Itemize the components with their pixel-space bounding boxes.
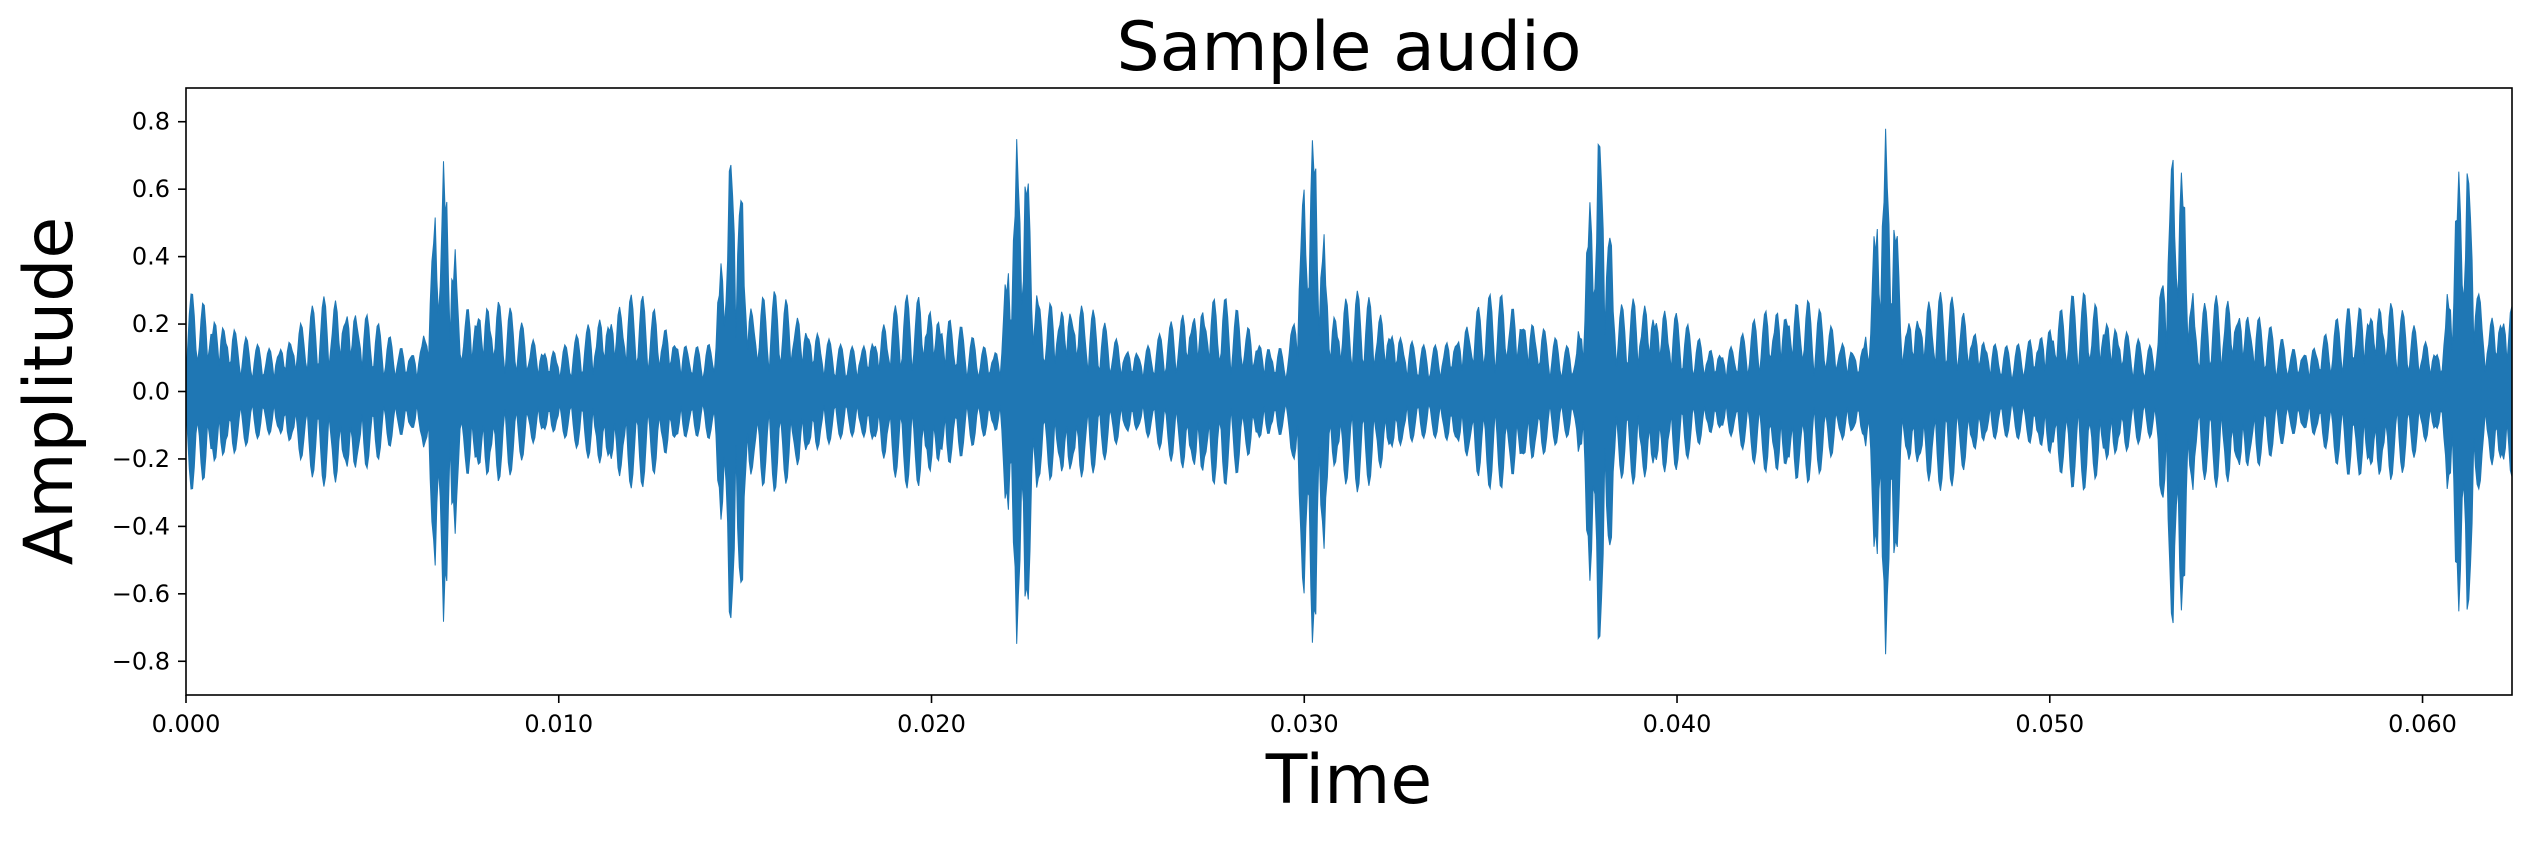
chart-title: Sample audio bbox=[1116, 8, 1581, 87]
x-axis-label: Time bbox=[1265, 741, 1432, 820]
y-tick-label: 0.2 bbox=[132, 310, 170, 338]
y-tick-label: 0.4 bbox=[132, 243, 170, 271]
y-axis: −0.8 −0.6 −0.4 −0.2 0.0 0.2 0.4 0.6 0.8 bbox=[112, 108, 186, 675]
plot-frame bbox=[185, 87, 2513, 696]
x-tick-label: 0.010 bbox=[524, 710, 593, 738]
y-tick-label: −0.2 bbox=[112, 445, 170, 473]
y-tick-label: −0.8 bbox=[112, 647, 170, 675]
x-tick-label: 0.050 bbox=[2015, 710, 2084, 738]
x-tick-label: 0.040 bbox=[1643, 710, 1712, 738]
plot-area bbox=[186, 128, 2512, 655]
x-tick-label: 0.030 bbox=[1270, 710, 1339, 738]
y-tick-label: −0.4 bbox=[112, 512, 170, 540]
x-tick-label: 0.020 bbox=[897, 710, 966, 738]
y-tick-label: 0.0 bbox=[132, 378, 170, 406]
x-tick-label: 0.060 bbox=[2388, 710, 2457, 738]
y-tick-label: 0.8 bbox=[132, 108, 170, 136]
y-axis-label: Amplitude bbox=[10, 217, 89, 565]
y-tick-label: −0.6 bbox=[112, 580, 170, 608]
x-axis: 0.000 0.010 0.020 0.030 0.040 0.050 0.060 bbox=[152, 695, 2457, 738]
x-tick-label: 0.000 bbox=[152, 710, 221, 738]
waveform-area bbox=[186, 128, 2512, 655]
y-tick-label: 0.6 bbox=[132, 175, 170, 203]
